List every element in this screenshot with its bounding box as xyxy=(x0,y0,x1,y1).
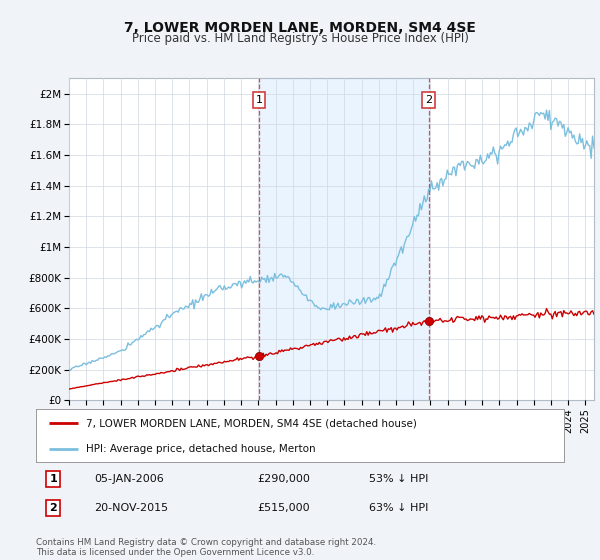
Text: 05-JAN-2006: 05-JAN-2006 xyxy=(94,474,164,484)
Text: 7, LOWER MORDEN LANE, MORDEN, SM4 4SE (detached house): 7, LOWER MORDEN LANE, MORDEN, SM4 4SE (d… xyxy=(86,418,417,428)
Text: HPI: Average price, detached house, Merton: HPI: Average price, detached house, Mert… xyxy=(86,444,316,454)
Text: 7, LOWER MORDEN LANE, MORDEN, SM4 4SE: 7, LOWER MORDEN LANE, MORDEN, SM4 4SE xyxy=(124,21,476,35)
Text: 1: 1 xyxy=(49,474,57,484)
Text: £515,000: £515,000 xyxy=(258,503,310,514)
Text: 2: 2 xyxy=(49,503,57,514)
Text: 53% ↓ HPI: 53% ↓ HPI xyxy=(368,474,428,484)
Text: 2: 2 xyxy=(425,95,433,105)
Text: Price paid vs. HM Land Registry's House Price Index (HPI): Price paid vs. HM Land Registry's House … xyxy=(131,32,469,45)
Text: 20-NOV-2015: 20-NOV-2015 xyxy=(94,503,168,514)
Text: £290,000: £290,000 xyxy=(258,474,311,484)
Text: Contains HM Land Registry data © Crown copyright and database right 2024.
This d: Contains HM Land Registry data © Crown c… xyxy=(36,538,376,557)
Text: 1: 1 xyxy=(256,95,262,105)
Text: 63% ↓ HPI: 63% ↓ HPI xyxy=(368,503,428,514)
Bar xyxy=(259,78,429,400)
